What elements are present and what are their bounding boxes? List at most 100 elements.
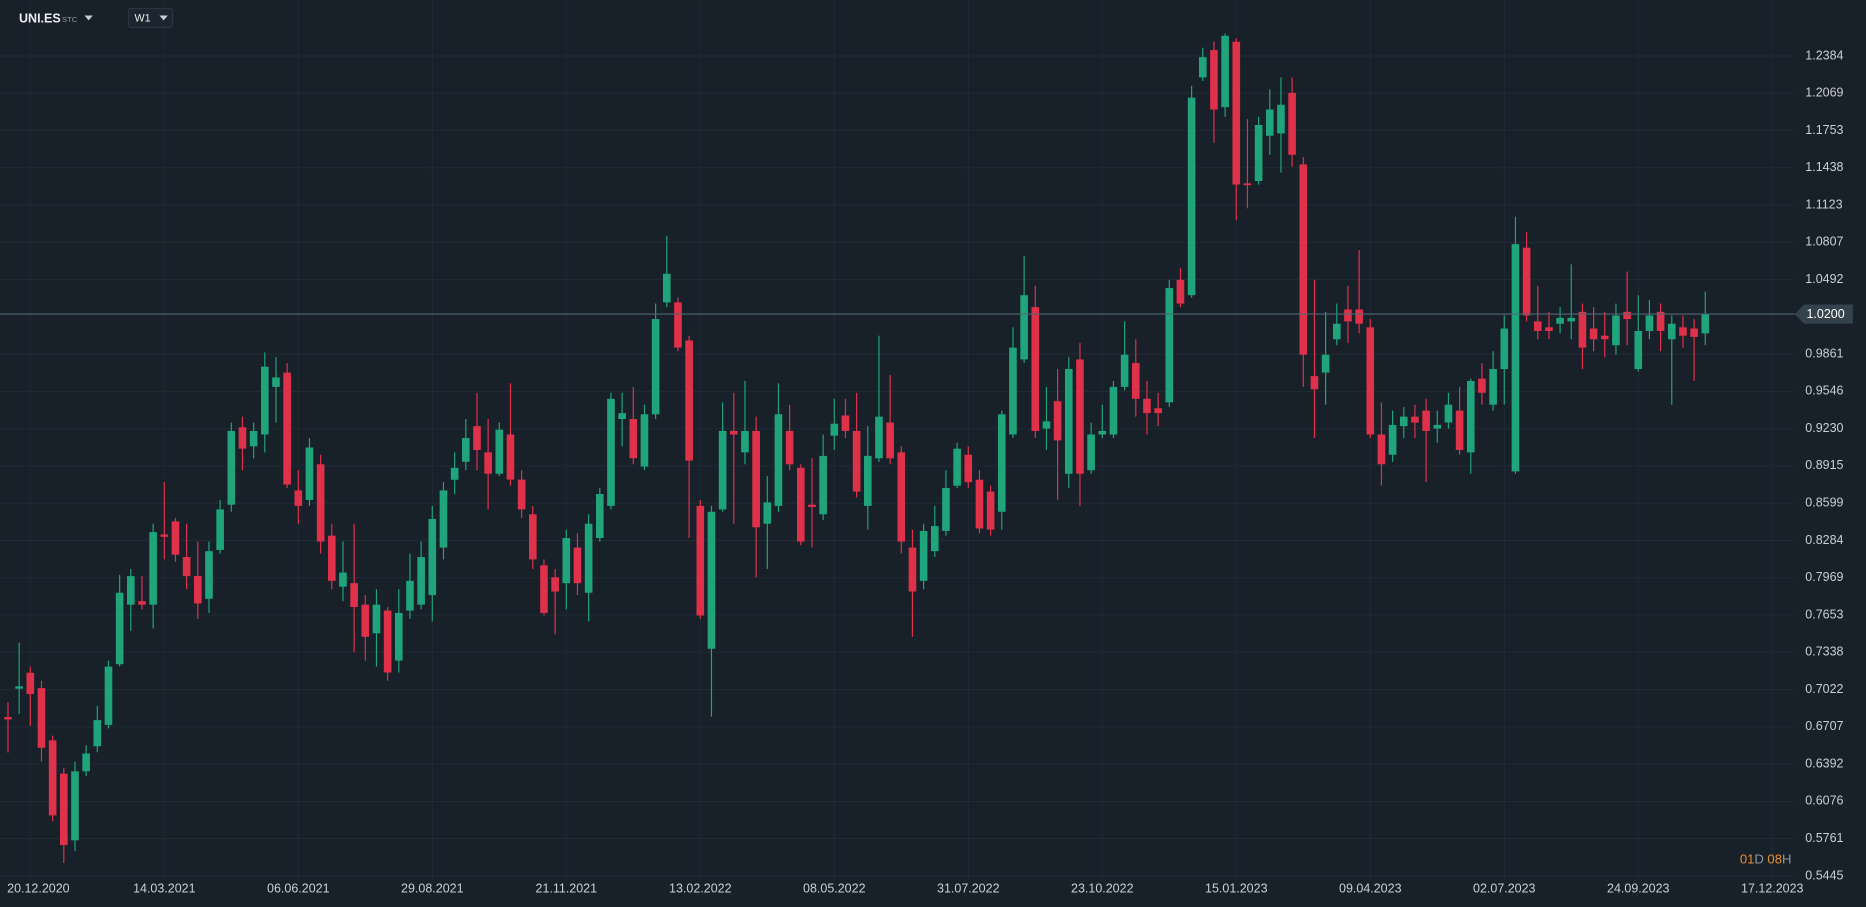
candle xyxy=(964,446,973,489)
candle-body xyxy=(953,448,961,486)
candle xyxy=(1556,307,1564,334)
candle-body xyxy=(1288,92,1296,155)
candle-body xyxy=(439,490,448,548)
candle-body xyxy=(260,366,269,435)
candle-body xyxy=(1355,309,1363,324)
candle xyxy=(394,589,403,673)
dropdown-arrow[interactable] xyxy=(84,15,93,21)
candle-body xyxy=(729,430,738,435)
candle-body xyxy=(59,773,68,846)
countdown-hours: 08 xyxy=(1767,852,1782,867)
candle-body xyxy=(584,523,593,593)
x-tick-label: 23.10.2022 xyxy=(1071,881,1134,895)
candle xyxy=(138,576,146,610)
x-tick-label: 29.08.2021 xyxy=(401,881,464,895)
candle-body xyxy=(1277,104,1285,134)
candle xyxy=(718,402,727,512)
candle xyxy=(372,589,381,667)
candle-body xyxy=(975,479,984,529)
timeframe-box[interactable] xyxy=(127,7,174,29)
candle-body xyxy=(149,532,157,605)
candle-body xyxy=(1511,244,1520,472)
candle-body xyxy=(875,416,883,459)
candle-body xyxy=(1399,416,1408,427)
candle xyxy=(1076,342,1084,506)
candle-body xyxy=(863,455,872,506)
candle xyxy=(808,458,816,548)
candle xyxy=(763,476,772,569)
candle xyxy=(1422,398,1430,483)
candle xyxy=(528,505,537,569)
candle-body xyxy=(327,535,336,581)
candle-body xyxy=(1143,398,1151,414)
candle xyxy=(1187,85,1196,298)
candle-body xyxy=(1310,376,1319,390)
candle-body xyxy=(1087,434,1095,471)
candle-body xyxy=(249,430,258,447)
candle-body xyxy=(517,479,526,510)
candle-body xyxy=(205,551,213,599)
countdown-hours-unit: H xyxy=(1782,852,1791,867)
candle xyxy=(975,470,984,534)
candle-body xyxy=(1098,430,1107,435)
candle-body xyxy=(551,577,559,592)
candle-body xyxy=(82,753,90,772)
candle xyxy=(1634,295,1643,372)
candle xyxy=(1042,386,1051,450)
candle xyxy=(551,568,559,635)
candle-body xyxy=(126,576,135,605)
timeframe-selector[interactable]: W1 xyxy=(127,7,174,29)
candle xyxy=(1087,422,1095,474)
candle-body xyxy=(1120,354,1129,387)
candle xyxy=(205,541,213,614)
candle xyxy=(997,410,1006,530)
candle xyxy=(785,404,794,471)
symbol-suffix[interactable]: STC xyxy=(62,15,78,24)
symbol[interactable]: UNI.ES xyxy=(19,11,61,25)
candle xyxy=(461,419,470,471)
candle-body xyxy=(238,427,247,449)
candle xyxy=(1165,279,1174,408)
y-tick-label: 0.8284 xyxy=(1805,533,1843,547)
candle xyxy=(629,386,638,465)
candle-body xyxy=(1265,109,1274,136)
countdown-days-unit: D xyxy=(1754,852,1763,867)
candle xyxy=(1366,319,1375,439)
candle-body xyxy=(316,464,325,542)
y-tick-label: 1.0492 xyxy=(1805,272,1843,286)
candle-body xyxy=(283,372,291,485)
candle-body xyxy=(1645,315,1654,331)
candle-body xyxy=(495,429,504,474)
candle xyxy=(305,438,314,506)
candle xyxy=(852,392,861,498)
dropdown-arrow[interactable] xyxy=(159,15,168,21)
y-tick-label: 0.5445 xyxy=(1805,868,1843,882)
candle xyxy=(1332,303,1341,346)
candle-body xyxy=(1422,410,1430,431)
candle-body xyxy=(193,576,202,604)
candle-body xyxy=(294,490,303,506)
candle xyxy=(729,392,738,524)
timeframe[interactable]: W1 xyxy=(134,12,150,24)
candle-body xyxy=(930,526,939,552)
symbol-selector[interactable]: UNI.ES STC xyxy=(19,11,93,25)
candle-body xyxy=(1478,378,1486,393)
candle-body xyxy=(640,414,649,467)
candle xyxy=(1020,255,1028,364)
candle-body xyxy=(919,530,928,581)
candle-body xyxy=(808,504,816,508)
y-tick-label: 1.1753 xyxy=(1805,123,1843,137)
candle-body xyxy=(607,398,615,506)
candle-body xyxy=(651,319,660,415)
candle-body xyxy=(573,547,582,584)
candle-body xyxy=(1031,307,1040,431)
candle xyxy=(540,559,548,616)
candle xyxy=(1243,119,1252,209)
candle-body xyxy=(383,610,392,673)
candle xyxy=(1433,410,1442,443)
candle-body xyxy=(1221,35,1229,108)
candle-body xyxy=(1109,386,1118,435)
candle xyxy=(886,374,894,465)
